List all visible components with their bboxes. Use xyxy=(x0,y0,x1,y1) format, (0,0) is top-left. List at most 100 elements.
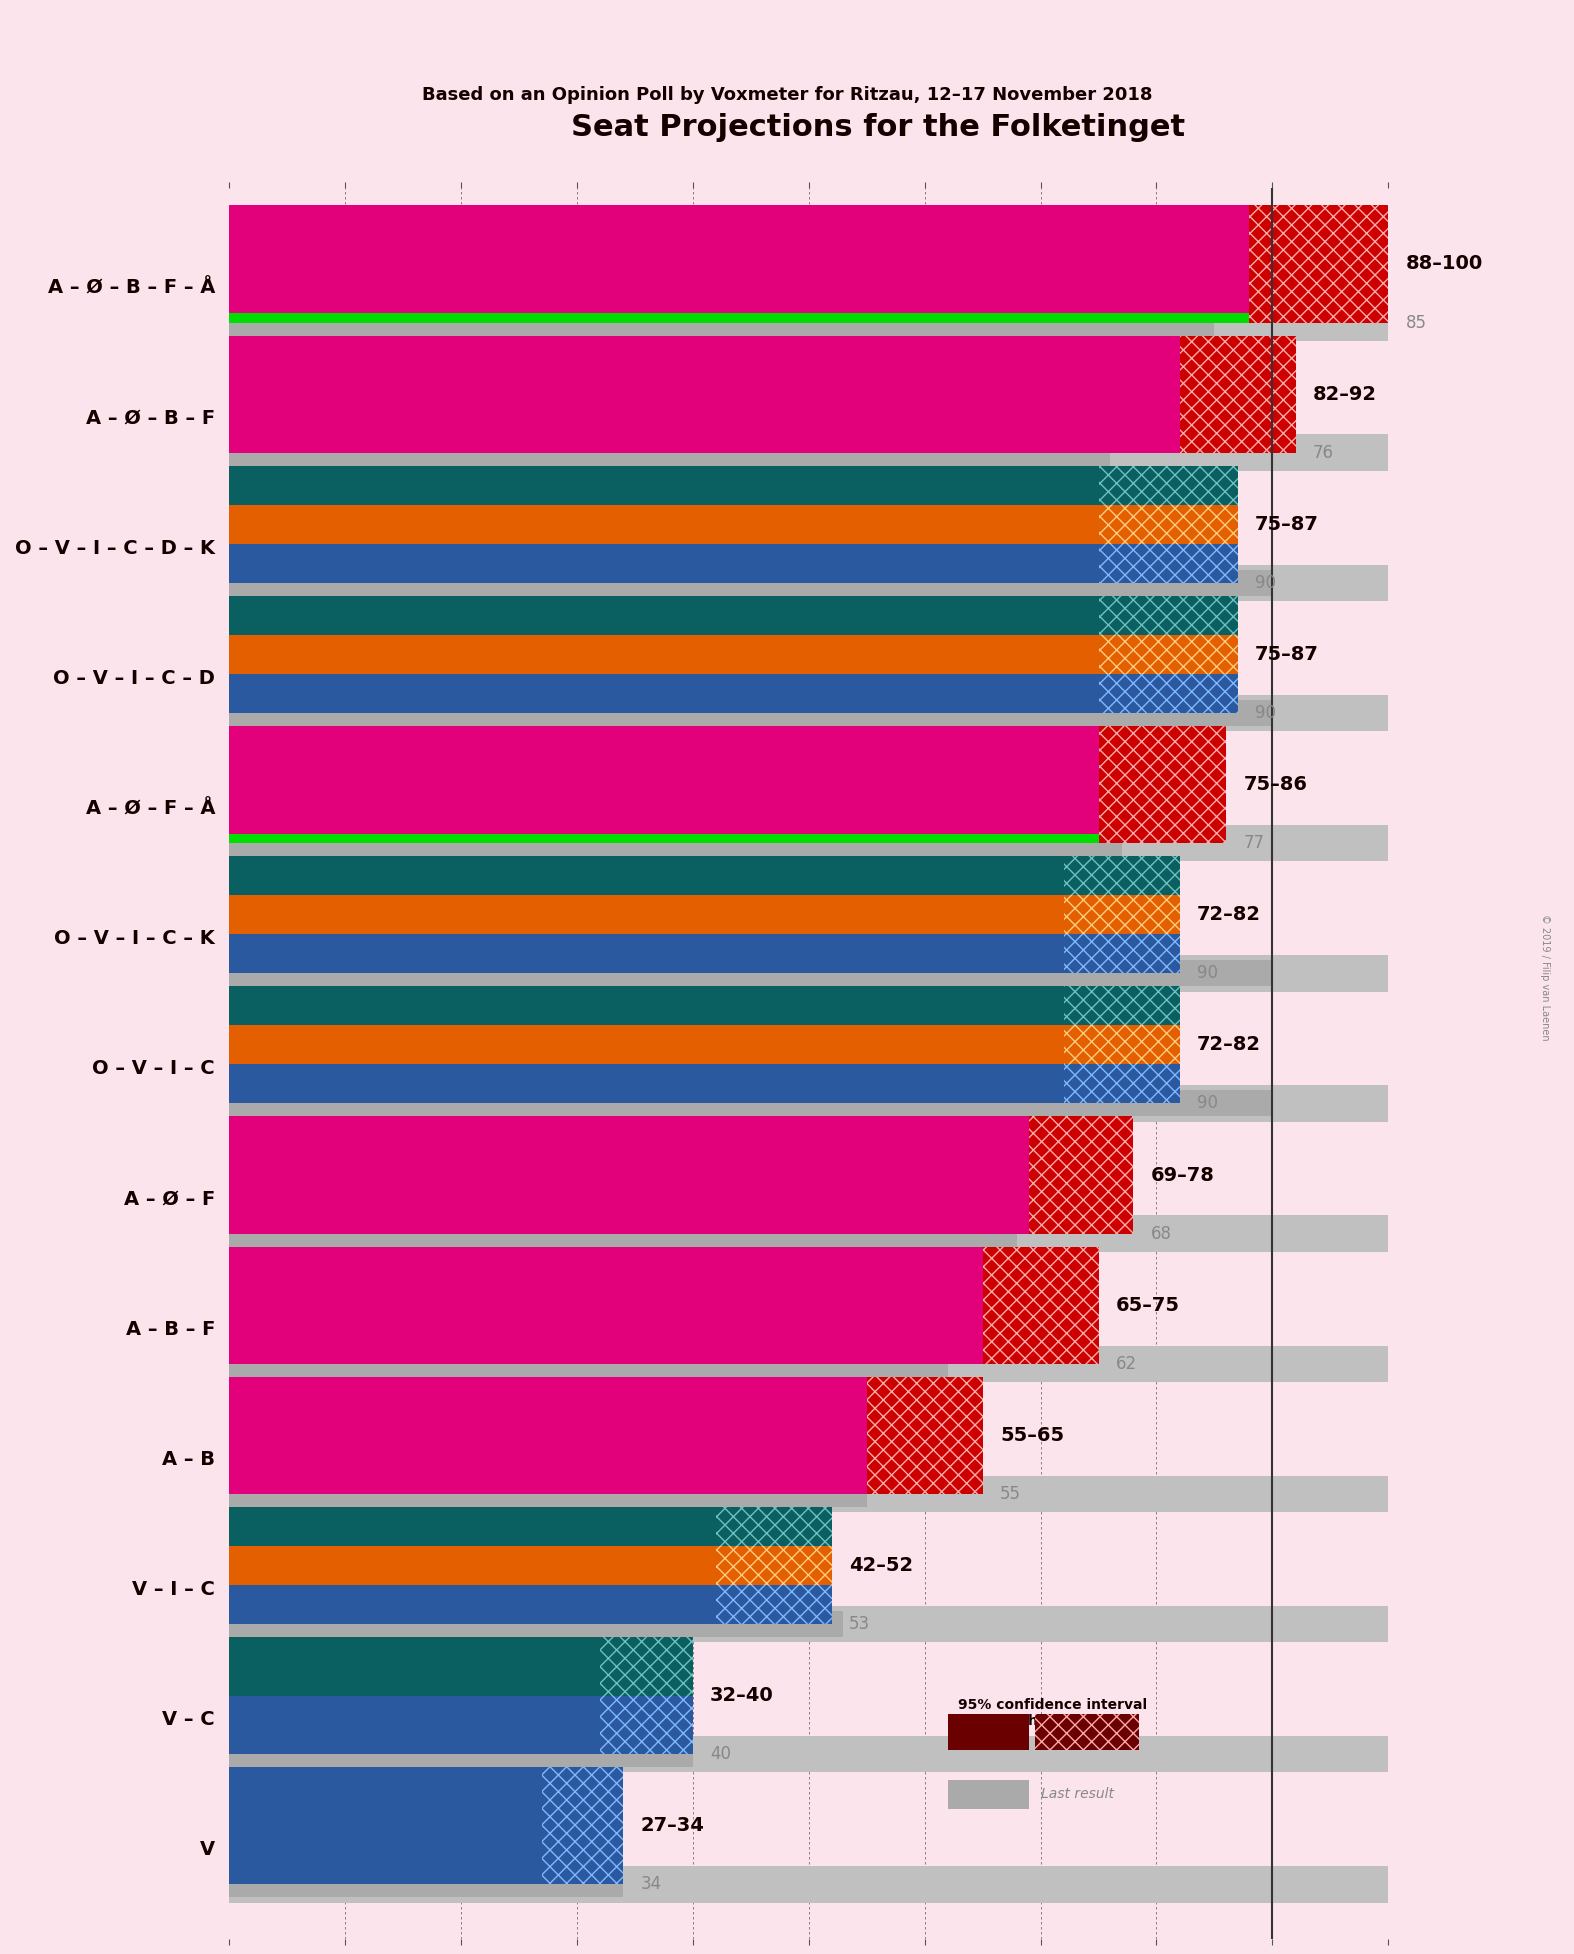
Bar xyxy=(867,1378,982,1495)
Bar xyxy=(1099,465,1237,504)
Bar xyxy=(228,830,1122,856)
Bar xyxy=(228,1546,716,1585)
Bar xyxy=(228,1350,948,1378)
Bar xyxy=(228,825,1388,862)
Bar xyxy=(228,434,1388,471)
Bar xyxy=(228,834,1099,842)
Bar xyxy=(600,1637,693,1696)
Text: © 2019 / Filip van Laenen: © 2019 / Filip van Laenen xyxy=(1541,914,1550,1040)
Bar xyxy=(1250,205,1388,322)
Bar xyxy=(1099,596,1237,635)
Bar xyxy=(1099,635,1237,674)
Bar xyxy=(228,1741,693,1766)
Text: 95% confidence interval
with median: 95% confidence interval with median xyxy=(957,1698,1147,1729)
Bar xyxy=(228,1084,1388,1122)
Bar xyxy=(1064,1065,1179,1104)
Bar xyxy=(228,440,1110,465)
Bar xyxy=(228,934,1064,973)
Bar xyxy=(228,1026,1064,1065)
Bar xyxy=(1064,987,1179,1026)
Bar xyxy=(1099,674,1237,713)
Bar xyxy=(228,336,1179,453)
Bar xyxy=(228,1766,541,1884)
Bar xyxy=(1099,674,1237,713)
Bar xyxy=(600,1637,693,1696)
Text: 90: 90 xyxy=(1254,703,1277,721)
Bar xyxy=(228,959,1272,987)
Bar xyxy=(948,1780,1029,1809)
Bar xyxy=(716,1546,831,1585)
Bar xyxy=(1064,1065,1179,1104)
Bar xyxy=(228,1346,1388,1381)
Bar xyxy=(1064,856,1179,895)
Bar xyxy=(228,635,1099,674)
Bar xyxy=(982,1247,1099,1364)
Bar xyxy=(1034,1714,1140,1751)
Bar xyxy=(228,305,1388,340)
Text: 55–65: 55–65 xyxy=(999,1426,1064,1444)
Bar xyxy=(228,1116,1029,1233)
Bar xyxy=(1064,987,1179,1026)
Bar xyxy=(716,1507,831,1546)
Bar xyxy=(228,596,1099,635)
Bar xyxy=(1029,1116,1133,1233)
Text: 65–75: 65–75 xyxy=(1116,1296,1180,1315)
Bar xyxy=(228,956,1388,991)
Bar xyxy=(1250,205,1388,322)
Bar xyxy=(228,1378,867,1495)
Bar xyxy=(600,1696,693,1755)
Bar xyxy=(1064,1026,1179,1065)
Bar xyxy=(600,1696,693,1755)
Bar xyxy=(228,1247,982,1364)
Bar xyxy=(948,1714,1029,1751)
Bar xyxy=(541,1766,623,1884)
Bar xyxy=(1064,895,1179,934)
Bar xyxy=(716,1507,831,1546)
Text: 53: 53 xyxy=(850,1616,870,1634)
Text: 40: 40 xyxy=(710,1745,730,1763)
Text: 90: 90 xyxy=(1198,963,1218,983)
Bar xyxy=(1099,635,1237,674)
Bar xyxy=(228,674,1099,713)
Text: Based on an Opinion Poll by Voxmeter for Ritzau, 12–17 November 2018: Based on an Opinion Poll by Voxmeter for… xyxy=(422,86,1152,104)
Text: 75–86: 75–86 xyxy=(1243,776,1308,793)
Bar xyxy=(228,465,1099,504)
Text: 34: 34 xyxy=(641,1876,661,1893)
Bar xyxy=(1099,596,1237,635)
Text: 90: 90 xyxy=(1254,574,1277,592)
Bar xyxy=(228,309,1215,336)
Bar xyxy=(228,1221,1017,1247)
Bar xyxy=(1064,895,1179,934)
Bar xyxy=(228,856,1064,895)
Bar xyxy=(228,696,1388,731)
Text: 75–87: 75–87 xyxy=(1254,645,1319,664)
Bar xyxy=(541,1766,623,1884)
Bar xyxy=(716,1546,831,1585)
Text: 62: 62 xyxy=(1116,1354,1136,1374)
Bar xyxy=(228,1507,716,1546)
Bar xyxy=(1064,856,1179,895)
Text: 82–92: 82–92 xyxy=(1313,385,1377,404)
Bar xyxy=(228,205,1250,322)
Text: 75–87: 75–87 xyxy=(1254,514,1319,533)
Bar xyxy=(1179,336,1295,453)
Bar xyxy=(1029,1116,1133,1233)
Bar xyxy=(1064,934,1179,973)
Bar xyxy=(228,895,1064,934)
Text: 68: 68 xyxy=(1151,1225,1171,1243)
Bar xyxy=(228,1872,623,1897)
Text: 90: 90 xyxy=(1198,1094,1218,1112)
Bar xyxy=(228,727,1099,842)
Text: 72–82: 72–82 xyxy=(1198,1036,1261,1055)
Bar xyxy=(228,1215,1388,1253)
Bar xyxy=(228,1610,844,1637)
Text: 77: 77 xyxy=(1243,834,1264,852)
Bar xyxy=(1099,543,1237,582)
Bar xyxy=(228,543,1099,582)
Bar xyxy=(228,313,1250,322)
Bar xyxy=(982,1247,1099,1364)
Text: 69–78: 69–78 xyxy=(1151,1165,1215,1184)
Bar xyxy=(228,1866,1388,1903)
Bar xyxy=(1099,465,1237,504)
Bar xyxy=(1099,504,1237,543)
